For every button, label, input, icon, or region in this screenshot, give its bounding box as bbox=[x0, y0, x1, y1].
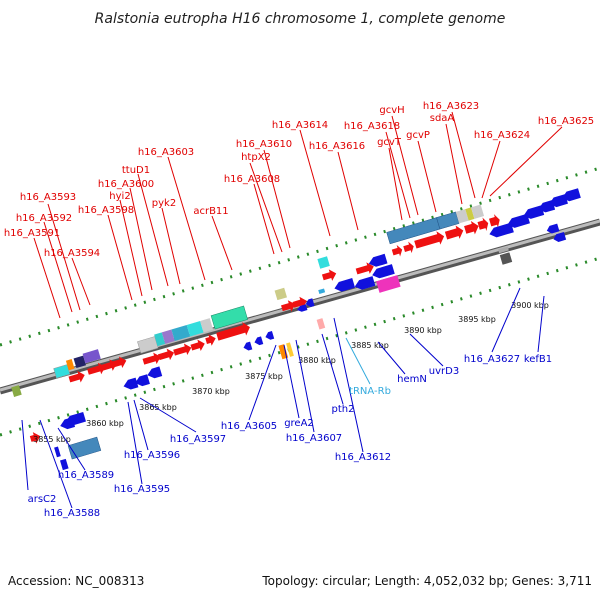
lower-tick-track bbox=[0, 256, 600, 437]
gene-label-h16-a3597: h16_A3597 bbox=[170, 434, 226, 445]
bottom-labels: arsC2 h16_A3588 h16_A3589 h16_A3595 h16_… bbox=[28, 354, 553, 519]
gene-label-h16-a3625: h16_A3625 bbox=[538, 116, 594, 127]
forward-strand-features bbox=[11, 204, 500, 397]
gene-label-hyi2: hyi2 bbox=[109, 191, 130, 202]
scale-label-3890: 3890 kbp bbox=[404, 326, 442, 335]
scale-label-3880: 3880 kbp bbox=[298, 356, 336, 365]
gene-label-uvrd3: uvrD3 bbox=[429, 366, 459, 377]
gene-box-purple bbox=[82, 349, 101, 364]
reverse-strand-features bbox=[29, 188, 581, 471]
gene-label-arsc2: arsC2 bbox=[28, 494, 57, 505]
gene-label-h16-a3593: h16_A3593 bbox=[20, 192, 76, 203]
gene-box-olive bbox=[11, 385, 22, 397]
gene-label-h16-a3627: h16_A3627 bbox=[464, 354, 520, 365]
gene-label-gcvh: gcvH bbox=[379, 105, 404, 116]
gene-label-h16-a3603: h16_A3603 bbox=[138, 147, 194, 158]
gene-label-h16-a3616: h16_A3616 bbox=[309, 141, 365, 152]
gene-label-h16-a3607: h16_A3607 bbox=[286, 433, 342, 444]
scale-label-3865: 3865 kbp bbox=[139, 403, 177, 412]
map-title: Ralstonia eutropha H16 chromosome 1, com… bbox=[95, 11, 506, 27]
scale-labels: 3855 kbp 3860 kbp 3865 kbp 3870 kbp 3875… bbox=[33, 301, 549, 444]
scale-label-3875: 3875 kbp bbox=[245, 372, 283, 381]
gene-label-sdaa: sdaA bbox=[430, 113, 455, 124]
scale-label-3885: 3885 kbp bbox=[351, 341, 389, 350]
gene-label-h16-a3614: h16_A3614 bbox=[272, 120, 328, 131]
gene-label-h16-a3623: h16_A3623 bbox=[423, 101, 479, 112]
gene-label-h16-a3592: h16_A3592 bbox=[16, 213, 72, 224]
gene-label-h16-a3624: h16_A3624 bbox=[474, 130, 530, 141]
gene-label-htpx2: htpX2 bbox=[241, 152, 271, 163]
gene-label-h16-a3594: h16_A3594 bbox=[44, 248, 100, 259]
scale-label-3895: 3895 kbp bbox=[458, 315, 496, 324]
bottom-leader-lines bbox=[21, 287, 545, 509]
gene-label-kefb1: kefB1 bbox=[524, 354, 552, 365]
gene-box-orange bbox=[65, 359, 75, 371]
gene-label-h16-a3610: h16_A3610 bbox=[236, 139, 292, 150]
gene-label-h16-a3589: h16_A3589 bbox=[58, 470, 114, 481]
gene-box-dark bbox=[73, 355, 87, 369]
gene-label-gcvt: gcvT bbox=[377, 137, 402, 148]
gene-box-cyan bbox=[53, 364, 71, 379]
gene-label-ttud1: ttuD1 bbox=[122, 165, 150, 176]
upper-tick-track bbox=[0, 166, 600, 347]
gene-label-h16-a3608: h16_A3608 bbox=[224, 174, 280, 185]
gene-label-h16-a3598: h16_A3598 bbox=[78, 205, 134, 216]
gene-label-grea2: greA2 bbox=[284, 418, 314, 429]
scale-label-3855: 3855 kbp bbox=[33, 435, 71, 444]
gene-label-gcvp: gcvP bbox=[406, 130, 430, 141]
gene-label-h16-a3612: h16_A3612 bbox=[335, 452, 391, 463]
top-labels: h16_A3593 h16_A3592 h16_A3591 h16_A3594 … bbox=[4, 101, 594, 259]
gene-label-hemn: hemN bbox=[397, 374, 427, 385]
gene-label-pth2: pth2 bbox=[332, 404, 355, 415]
scale-label-3870: 3870 kbp bbox=[192, 387, 230, 396]
gene-label-h16-a3600: h16_A3600 bbox=[98, 179, 154, 190]
scale-label-3900: 3900 kbp bbox=[511, 301, 549, 310]
gene-label-h16-a3618: h16_A3618 bbox=[344, 121, 400, 132]
gene-label-h16-a3588: h16_A3588 bbox=[44, 508, 100, 519]
gene-label-trna-rb: tRNA-Rb bbox=[349, 386, 391, 397]
topology-text: Topology: circular; Length: 4,052,032 bp… bbox=[261, 574, 592, 588]
trna-leader-line bbox=[345, 337, 371, 385]
gene-label-h16-a3596: h16_A3596 bbox=[124, 450, 180, 461]
gene-label-h16-a3605: h16_A3605 bbox=[221, 421, 277, 432]
accession-text: Accession: NC_008313 bbox=[8, 574, 144, 588]
scale-label-3860: 3860 kbp bbox=[86, 419, 124, 428]
gene-label-h16-a3591: h16_A3591 bbox=[4, 228, 60, 239]
gene-label-h16-a3595: h16_A3595 bbox=[114, 484, 170, 495]
top-leader-lines bbox=[33, 111, 563, 319]
gene-label-pyk2: pyk2 bbox=[152, 198, 176, 209]
gene-label-acrb11: acrB11 bbox=[193, 206, 228, 217]
